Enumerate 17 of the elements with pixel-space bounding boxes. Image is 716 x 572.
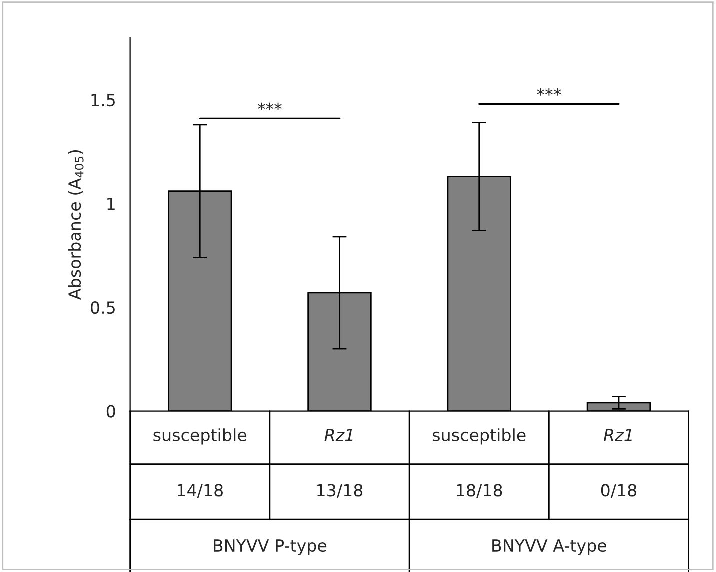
text: 13/18 — [318, 484, 363, 498]
text: BNYVV A-type — [492, 540, 607, 556]
y-tick-label: 1.5 — [92, 94, 115, 107]
y-tick-label: 0.5 — [91, 301, 115, 314]
text: 14/18 — [178, 484, 223, 498]
y-tick-label: 0 — [106, 405, 116, 418]
annotation: *** — [258, 102, 282, 110]
text: BNYVV P-type — [214, 540, 327, 556]
x-tick-label: Rz1 — [324, 429, 353, 442]
text: 0/18 — [601, 484, 637, 498]
x-tick-label: Rz1 — [604, 429, 632, 442]
y-axis-title: Absorbance (A$_{405}$) — [68, 150, 84, 300]
x-tick-label: susceptible — [432, 428, 526, 445]
y-tick-label: 1 — [108, 198, 115, 210]
x-tick-label: susceptible — [154, 428, 247, 445]
annotation: *** — [537, 88, 562, 96]
text: 18/18 — [457, 484, 502, 498]
